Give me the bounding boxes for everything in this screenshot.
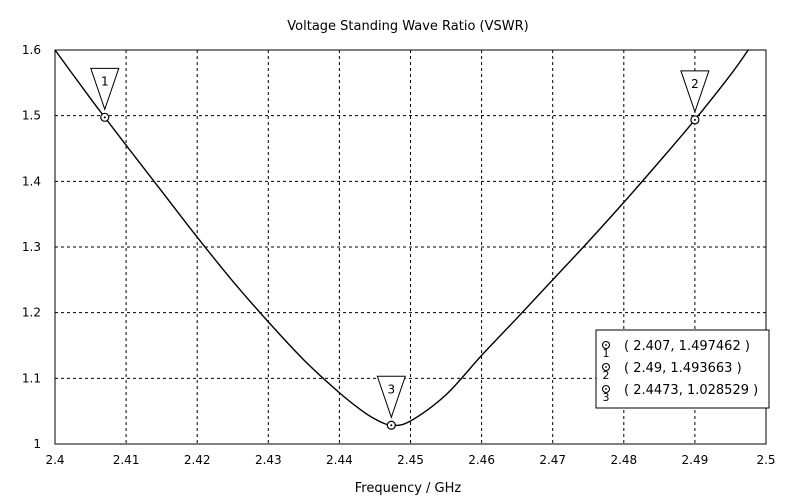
x-axis-title: Frequency / GHz [355,481,462,496]
plot-frame [54,49,767,445]
vswr-curve [54,49,749,427]
marker-3[interactable]: 3 [376,375,407,430]
legend-entry: 1 ( 2.407, 1.497462 ) [601,339,750,360]
axes: 2.4 2.41 2.42 2.43 2.44 2.45 2.46 2.47 2.48 2.49 2… [22,43,776,467]
legend-marker-icon-center [605,388,607,390]
x-tick-label: 2.45 [397,453,424,467]
x-tick-label: 2.44 [326,453,353,467]
y-tick-label: 1.5 [22,109,41,123]
y-tick-label: 1.3 [22,240,41,254]
grid [55,50,766,444]
marker-point-center [103,116,106,119]
x-tick-label: 2.42 [184,453,211,467]
marker-number: 3 [387,382,395,396]
marker-layer: 1 2 3 [90,67,710,430]
marker-flag-triangle [90,67,120,111]
y-tick-label: 1.2 [22,306,41,320]
legend-entry: 2 ( 2.49, 1.493663 ) [601,361,742,382]
legend-readout: ( 2.4473, 1.028529 ) [624,383,758,398]
legend-marker-icon-center [605,366,607,368]
marker-number: 1 [101,74,109,88]
legend-marker-number: 1 [603,347,610,360]
marker-point-center [693,118,696,121]
x-tick-label: 2.43 [255,453,282,467]
y-tick-label: 1.1 [22,371,41,385]
x-tick-label: 2.47 [539,453,566,467]
x-tick-label: 2.49 [682,453,709,467]
marker-legend: 1 ( 2.407, 1.497462 ) 2 ( 2.49, 1.493663 ) 3… [595,329,770,409]
legend-readout: ( 2.49, 1.493663 ) [624,361,742,376]
legend-marker-number: 2 [603,369,610,382]
x-tick-label: 2.48 [610,453,637,467]
marker-flag-triangle [680,70,710,114]
y-tick-label: 1.4 [22,174,41,188]
legend-box [595,329,770,409]
x-tick-label: 2.5 [756,453,775,467]
marker-flag-triangle [376,375,407,419]
legend-entry: 3 ( 2.4473, 1.028529 ) [601,383,758,404]
y-tick-label: 1 [33,437,41,451]
x-tick-label: 2.46 [468,453,495,467]
legend-readout: ( 2.407, 1.497462 ) [624,339,750,354]
legend-marker-number: 3 [603,391,610,404]
series-layer [54,49,749,427]
marker-number: 2 [691,77,699,91]
legend-marker-icon-center [605,344,607,346]
y-tick-label: 1.6 [22,43,41,57]
chart-title: Voltage Standing Wave Ratio (VSWR) [287,19,528,34]
x-tick-label: 2.4 [45,453,64,467]
x-tick-label: 2.41 [113,453,140,467]
marker-point-center [390,424,393,427]
marker-2[interactable]: 2 [680,70,710,125]
marker-1[interactable]: 1 [90,67,120,122]
